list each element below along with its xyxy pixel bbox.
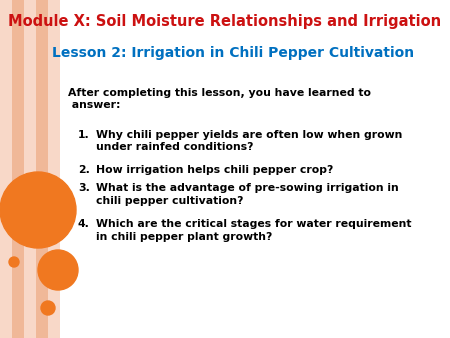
Text: in chili pepper plant growth?: in chili pepper plant growth? [96, 232, 272, 241]
Text: 1.: 1. [78, 130, 90, 140]
Circle shape [9, 257, 19, 267]
Text: Why chili pepper yields are often low when grown: Why chili pepper yields are often low wh… [96, 130, 402, 140]
Bar [48, 0, 60, 338]
Text: Lesson 2: Irrigation in Chili Pepper Cultivation: Lesson 2: Irrigation in Chili Pepper Cul… [52, 46, 414, 60]
Bar [24, 0, 36, 338]
Text: 3.: 3. [78, 183, 90, 193]
Bar [12, 0, 24, 338]
Circle shape [38, 250, 78, 290]
Text: chili pepper cultivation?: chili pepper cultivation? [96, 195, 243, 206]
Text: Module X: Soil Moisture Relationships and Irrigation: Module X: Soil Moisture Relationships an… [8, 14, 441, 29]
Text: answer:: answer: [68, 100, 121, 110]
Text: 2.: 2. [78, 165, 90, 175]
Text: Which are the critical stages for water requirement: Which are the critical stages for water … [96, 219, 411, 229]
Text: After completing this lesson, you have learned to: After completing this lesson, you have l… [68, 88, 371, 98]
Bar [36, 0, 48, 338]
Text: How irrigation helps chili pepper crop?: How irrigation helps chili pepper crop? [96, 165, 333, 175]
Text: 4.: 4. [78, 219, 90, 229]
Text: What is the advantage of pre-sowing irrigation in: What is the advantage of pre-sowing irri… [96, 183, 399, 193]
Text: under rainfed conditions?: under rainfed conditions? [96, 143, 253, 152]
Circle shape [0, 172, 76, 248]
Bar [0, 0, 12, 338]
Circle shape [41, 301, 55, 315]
